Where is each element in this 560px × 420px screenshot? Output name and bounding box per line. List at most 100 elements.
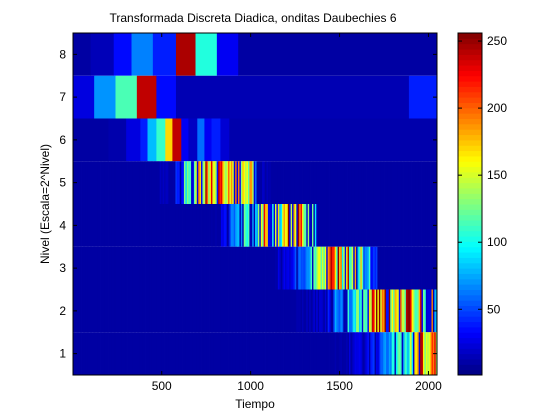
heatmap-cell-level-2 <box>299 289 302 333</box>
heatmap-cell-level-5 <box>247 161 250 204</box>
heatmap-cell-level-2 <box>344 289 347 333</box>
heatmap-cell-level-2 <box>252 289 255 333</box>
heatmap-cell-level-3 <box>418 246 421 290</box>
heatmap-cell-level-2 <box>431 289 434 333</box>
heatmap-cell-level-2 <box>226 289 229 333</box>
heatmap-cell-level-5 <box>137 161 139 204</box>
heatmap-cell-level-5 <box>242 161 245 204</box>
heatmap-cell-level-5 <box>98 161 101 204</box>
heatmap-cell-level-3 <box>287 246 290 290</box>
heatmap-cell-level-4 <box>192 204 195 247</box>
colorbar-swatch <box>458 33 482 39</box>
heatmap-cell-level-5 <box>185 161 188 204</box>
colorbar <box>458 33 482 376</box>
heatmap-cell-level-3 <box>226 246 229 290</box>
heatmap-cell-level-4 <box>319 204 321 247</box>
heatmap-cell-level-1 <box>183 332 186 375</box>
heatmap-cell-level-3 <box>202 246 205 290</box>
heatmap-cell-level-3 <box>383 246 385 290</box>
heatmap-cell-level-4 <box>380 204 383 247</box>
y-tick-label: 5 <box>59 176 66 190</box>
heatmap-cell-level-3 <box>411 246 414 290</box>
heatmap-cell-level-2 <box>262 289 265 333</box>
heatmap-cell-level-6 <box>197 118 205 162</box>
heatmap-cell-level-1 <box>219 332 222 375</box>
heatmap-cell-level-3 <box>339 246 341 290</box>
heatmap-cell-level-4 <box>186 204 189 247</box>
heatmap-cell-level-3 <box>393 246 395 290</box>
heatmap-cell-level-3 <box>212 246 215 290</box>
heatmap-cell-level-3 <box>329 246 331 290</box>
heatmap-cell-level-2 <box>326 289 329 333</box>
heatmap-cell-level-1 <box>302 332 304 375</box>
heatmap-cell-level-2 <box>384 289 387 333</box>
heatmap-cell-level-2 <box>377 289 380 333</box>
y-tick-label: 8 <box>59 47 66 61</box>
heatmap-cell-level-4 <box>373 204 375 247</box>
x-tick-label: 1000 <box>237 379 264 393</box>
heatmap-cell-level-3 <box>114 246 117 290</box>
heatmap-cell-level-3 <box>152 246 155 290</box>
heatmap-cell-level-2 <box>111 289 114 333</box>
heatmap-cell-level-1 <box>88 332 91 375</box>
heatmap-cell-level-4 <box>324 204 327 247</box>
heatmap-cell-level-5 <box>166 161 169 204</box>
heatmap-cell-level-5 <box>340 161 343 204</box>
heatmap-cell-level-2 <box>417 289 420 333</box>
heatmap-cell-level-5 <box>378 161 381 204</box>
heatmap-cell-level-1 <box>164 332 166 375</box>
heatmap-cell-level-3 <box>262 246 265 290</box>
heatmap-cell-level-3 <box>192 246 195 290</box>
heatmap-cell-level-1 <box>307 332 310 375</box>
heatmap-cell-level-2 <box>164 289 166 333</box>
heatmap-cell-level-2 <box>381 289 384 333</box>
heatmap-cell-level-1 <box>398 332 401 375</box>
colorbar-swatch <box>458 134 482 141</box>
heatmap-cell-level-4 <box>97 204 100 247</box>
heatmap-cell-level-4 <box>381 204 384 247</box>
colorbar-swatch <box>458 289 482 296</box>
heatmap-cell-level-3 <box>87 246 90 290</box>
heatmap-cell-level-4 <box>91 204 94 247</box>
heatmap-cell-level-4 <box>424 204 427 247</box>
heatmap-cell-level-5 <box>317 161 320 204</box>
heatmap-cell-level-1 <box>265 332 267 375</box>
heatmap-cell-level-1 <box>218 332 220 375</box>
heatmap-cell-level-4 <box>385 204 388 247</box>
heatmap-cell-level-1 <box>351 332 354 375</box>
heatmap-cell-level-2 <box>77 289 80 333</box>
heatmap-cell-level-4 <box>193 204 196 247</box>
heatmap-cell-level-3 <box>297 246 300 290</box>
heatmap-cell-level-4 <box>124 204 127 247</box>
heatmap-cell-level-4 <box>272 204 274 247</box>
heatmap-cell-level-4 <box>78 204 81 247</box>
heatmap-cell-level-3 <box>196 246 199 290</box>
heatmap-cell-level-1 <box>326 332 329 375</box>
heatmap-cell-level-3 <box>269 246 272 290</box>
heatmap-cell-level-2 <box>238 289 240 333</box>
heatmap-cell-level-3 <box>78 246 81 290</box>
heatmap-cell-level-1 <box>255 332 257 375</box>
heatmap-cell-level-4 <box>252 204 255 247</box>
heatmap-cell-level-4 <box>169 204 172 247</box>
heatmap-cell-level-1 <box>216 332 219 375</box>
heatmap-cell-level-3 <box>166 246 169 290</box>
heatmap-cell-level-1 <box>336 332 338 375</box>
heatmap-cell-level-1 <box>395 332 398 375</box>
heatmap-cell-level-3 <box>321 246 324 290</box>
heatmap-cell-level-5 <box>84 161 87 204</box>
heatmap-cell-level-4 <box>165 204 168 247</box>
heatmap-cell-level-2 <box>169 289 172 333</box>
heatmap-cell-level-3 <box>346 246 348 290</box>
heatmap-cell-level-4 <box>129 204 132 247</box>
heatmap-cell-level-1 <box>333 332 336 375</box>
heatmap-cell-level-3 <box>303 246 306 290</box>
heatmap-cell-level-5 <box>304 161 307 204</box>
heatmap-cell-level-1 <box>266 332 269 375</box>
heatmap-cell-level-2 <box>161 289 164 333</box>
heatmap-cell-level-1 <box>223 332 226 375</box>
heatmap-cell-level-2 <box>249 289 252 333</box>
heatmap-cell-level-2 <box>376 289 378 333</box>
heatmap-cell-level-3 <box>374 246 377 290</box>
heatmap-cell-level-5 <box>302 161 304 204</box>
